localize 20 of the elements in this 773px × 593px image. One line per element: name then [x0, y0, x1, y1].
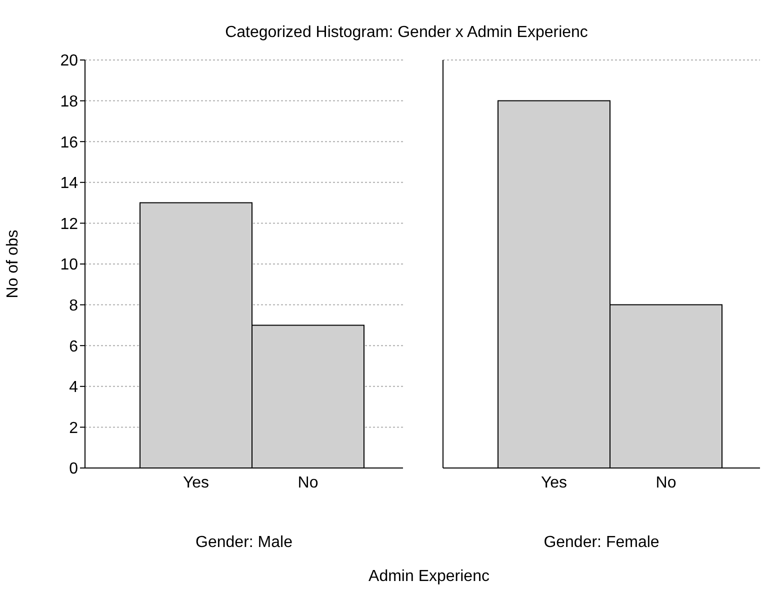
y-tick-label: 2 [69, 420, 78, 437]
y-tick-label: 4 [69, 379, 78, 396]
x-axis-title: Gender: Male [194, 534, 294, 552]
x-tick-label: No [656, 474, 676, 492]
y-axis-title: No of obs [4, 230, 22, 298]
chart-title: Categorized Histogram: Gender x Admin Experienc [224, 24, 589, 42]
y-tick-label: 20 [60, 52, 78, 70]
y-tick-label: 12 [60, 216, 78, 233]
y-tick-label: 8 [69, 297, 78, 314]
y-tick-label: 6 [69, 338, 78, 356]
y-tick-label: 18 [60, 93, 78, 110]
x-tick-label: No [298, 474, 318, 492]
text: Admin Experienc [368, 568, 490, 586]
x-axis-title: Gender: Female [542, 534, 660, 552]
y-tick-label: 10 [60, 256, 78, 274]
x-tick-label: Yes [182, 474, 210, 492]
x-tick-label: Yes [540, 474, 568, 492]
y-tick-label: 0 [69, 460, 78, 478]
y-tick-label: 14 [60, 175, 78, 192]
y-tick-label: 16 [60, 134, 78, 152]
